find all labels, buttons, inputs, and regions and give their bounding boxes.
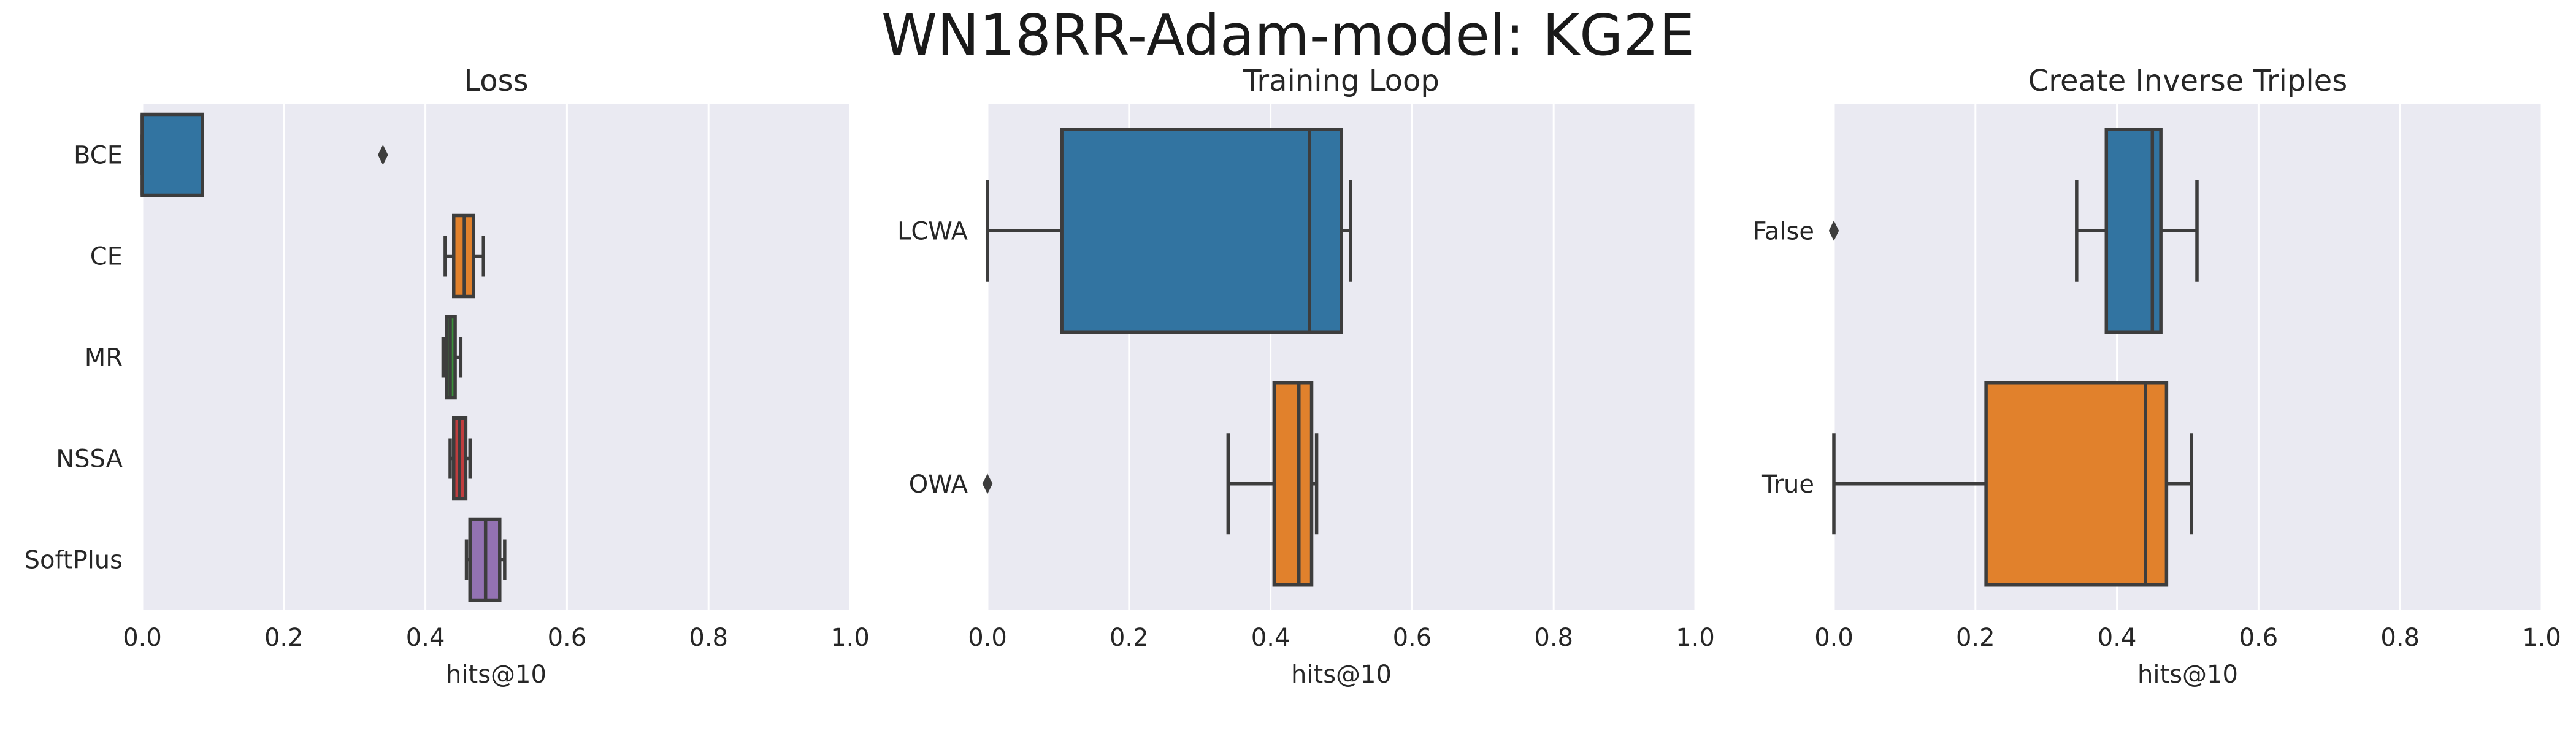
- box-iqr: [140, 112, 204, 197]
- x-tick-label: 0.2: [1110, 624, 1149, 652]
- x-tick-label: 1.0: [2522, 624, 2561, 652]
- x-tick-label: 1.0: [830, 624, 870, 652]
- x-tick-label: 0.8: [1534, 624, 1573, 652]
- y-tick-label: True: [1761, 470, 1814, 499]
- figure-title: WN18RR-Adam-model: KG2E: [881, 2, 1695, 68]
- box-iqr: [1272, 381, 1314, 587]
- box-mr: MR: [85, 315, 463, 400]
- y-tick-label: NSSA: [56, 445, 123, 473]
- box-softplus: SoftPlus: [25, 517, 507, 602]
- x-tick-label: 0.0: [1814, 624, 1853, 652]
- y-tick-label: SoftPlus: [25, 546, 123, 575]
- y-tick-label: CE: [90, 243, 123, 271]
- outlier-point: [982, 473, 993, 494]
- y-tick-label: MR: [85, 344, 123, 372]
- box-iqr: [1060, 128, 1343, 334]
- chart-panel-training-loop: 0.0 0.2 0.4 0.6 0.8 1.0 Training Loop hits@10 LC…: [897, 64, 1715, 689]
- x-axis-label: hits@10: [2137, 661, 2238, 689]
- x-tick-label: 0.8: [2380, 624, 2420, 652]
- x-tick-label: 0.8: [689, 624, 728, 652]
- subplot-title: Create Inverse Triples: [2028, 64, 2347, 98]
- box-true: True: [1761, 381, 2193, 587]
- x-tick-label: 0.2: [264, 624, 304, 652]
- y-tick-label: LCWA: [897, 217, 968, 245]
- x-tick-label: 1.0: [1676, 624, 1715, 652]
- x-tick-label: 0.4: [2098, 624, 2137, 652]
- subplot-title: Training Loop: [1243, 64, 1439, 98]
- box-ce: CE: [90, 213, 485, 299]
- y-tick-label: OWA: [909, 470, 968, 499]
- outlier-point: [1828, 220, 1839, 241]
- y-tick-label: BCE: [74, 142, 123, 170]
- x-tick-label: 0.4: [1251, 624, 1290, 652]
- box-bce: BCE: [74, 112, 388, 197]
- subplot-title: Loss: [464, 64, 528, 98]
- x-tick-label: 0.0: [123, 624, 162, 652]
- y-tick-label: False: [1753, 217, 1814, 245]
- box-owa: OWA: [909, 381, 1319, 587]
- box-lcwa: LCWA: [897, 128, 1352, 334]
- x-tick-label: 0.6: [1393, 624, 1432, 652]
- outlier-point: [378, 145, 388, 165]
- box-false: False: [1753, 128, 2199, 334]
- x-tick-label: 0.6: [548, 624, 587, 652]
- chart-panel-loss: 0.0 0.2 0.4 0.6 0.8 1.0 Loss hits@10 BCE CE MR NSSA…: [25, 64, 870, 689]
- x-axis-label: hits@10: [446, 661, 546, 689]
- x-tick-label: 0.6: [2239, 624, 2279, 652]
- x-axis-label: hits@10: [1291, 661, 1392, 689]
- plot-background: [1834, 104, 2542, 610]
- x-tick-label: 0.2: [1956, 624, 1995, 652]
- x-tick-label: 0.0: [968, 624, 1007, 652]
- box-nssa: NSSA: [56, 416, 472, 501]
- x-tick-label: 0.4: [406, 624, 445, 652]
- box-iqr: [1984, 381, 2169, 587]
- chart-panel-create-inverse-triples: 0.0 0.2 0.4 0.6 0.8 1.0 Create Inverse Triples…: [1753, 64, 2561, 689]
